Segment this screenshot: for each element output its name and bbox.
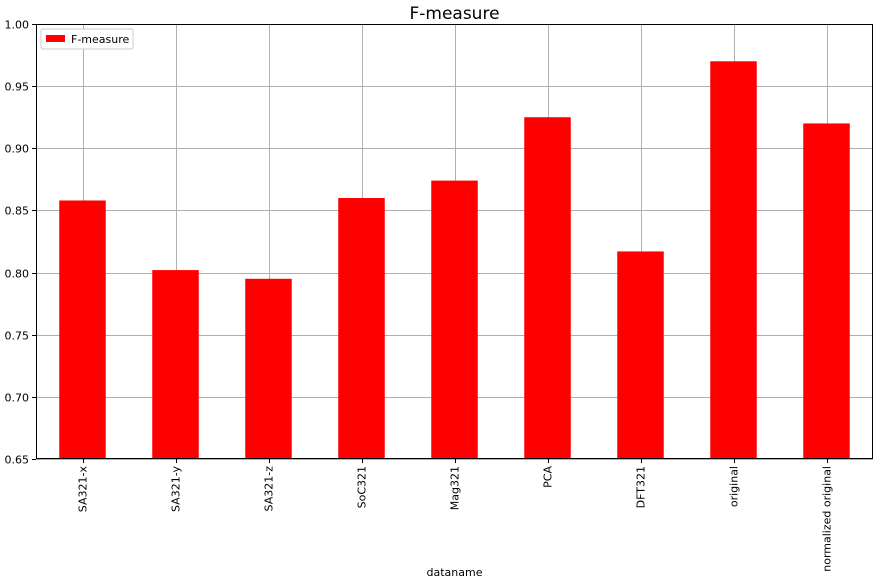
- legend-box: [40, 28, 134, 50]
- x-tick-label: original: [728, 466, 741, 507]
- bar-soc321: [338, 198, 385, 459]
- bar-sa321-x: [59, 200, 106, 459]
- x-tick-label: SA321-z: [263, 466, 276, 512]
- bar-sa321-z: [245, 278, 292, 459]
- x-axis-label: dataname: [427, 566, 483, 579]
- y-tick-label: 0.70: [5, 392, 30, 405]
- x-tick-label: Mag321: [449, 466, 462, 510]
- legend-label: F-measure: [71, 33, 130, 46]
- bar-sa321-y: [152, 270, 199, 459]
- x-tick-label: PCA: [542, 466, 555, 488]
- y-axis-ticks: 0.65 0.70 0.75 0.80 0.85 0.90 0.95 1.00: [5, 19, 36, 467]
- y-tick-label: 0.95: [5, 81, 30, 94]
- bar-original: [710, 61, 757, 460]
- bar-dft321: [617, 251, 664, 459]
- bar-normalized-original: [803, 123, 850, 459]
- x-tick-label: SA321-y: [170, 466, 183, 512]
- bar-mag321: [431, 180, 478, 459]
- x-tick-label: SA321-x: [77, 466, 90, 513]
- x-tick-label: DFT321: [635, 466, 648, 508]
- y-tick-label: 0.75: [5, 330, 30, 343]
- y-tick-label: 0.90: [5, 143, 30, 156]
- bars: [59, 61, 850, 460]
- bar-pca: [524, 117, 571, 459]
- y-tick-label: 1.00: [5, 19, 30, 32]
- y-tick-label: 0.80: [5, 268, 30, 281]
- y-tick-label: 0.65: [5, 454, 30, 467]
- x-tick-label: normalized original: [821, 466, 834, 572]
- y-tick-label: 0.85: [5, 205, 30, 218]
- x-axis-ticks: SA321-x SA321-y SA321-z SoC321 Mag321 PCA DFT3…: [77, 459, 834, 572]
- x-tick-label: SoC321: [356, 466, 369, 508]
- plot-frame: [36, 24, 873, 459]
- chart-title: F-measure: [409, 4, 499, 24]
- legend: F-measure: [40, 28, 134, 50]
- legend-swatch: [46, 35, 65, 42]
